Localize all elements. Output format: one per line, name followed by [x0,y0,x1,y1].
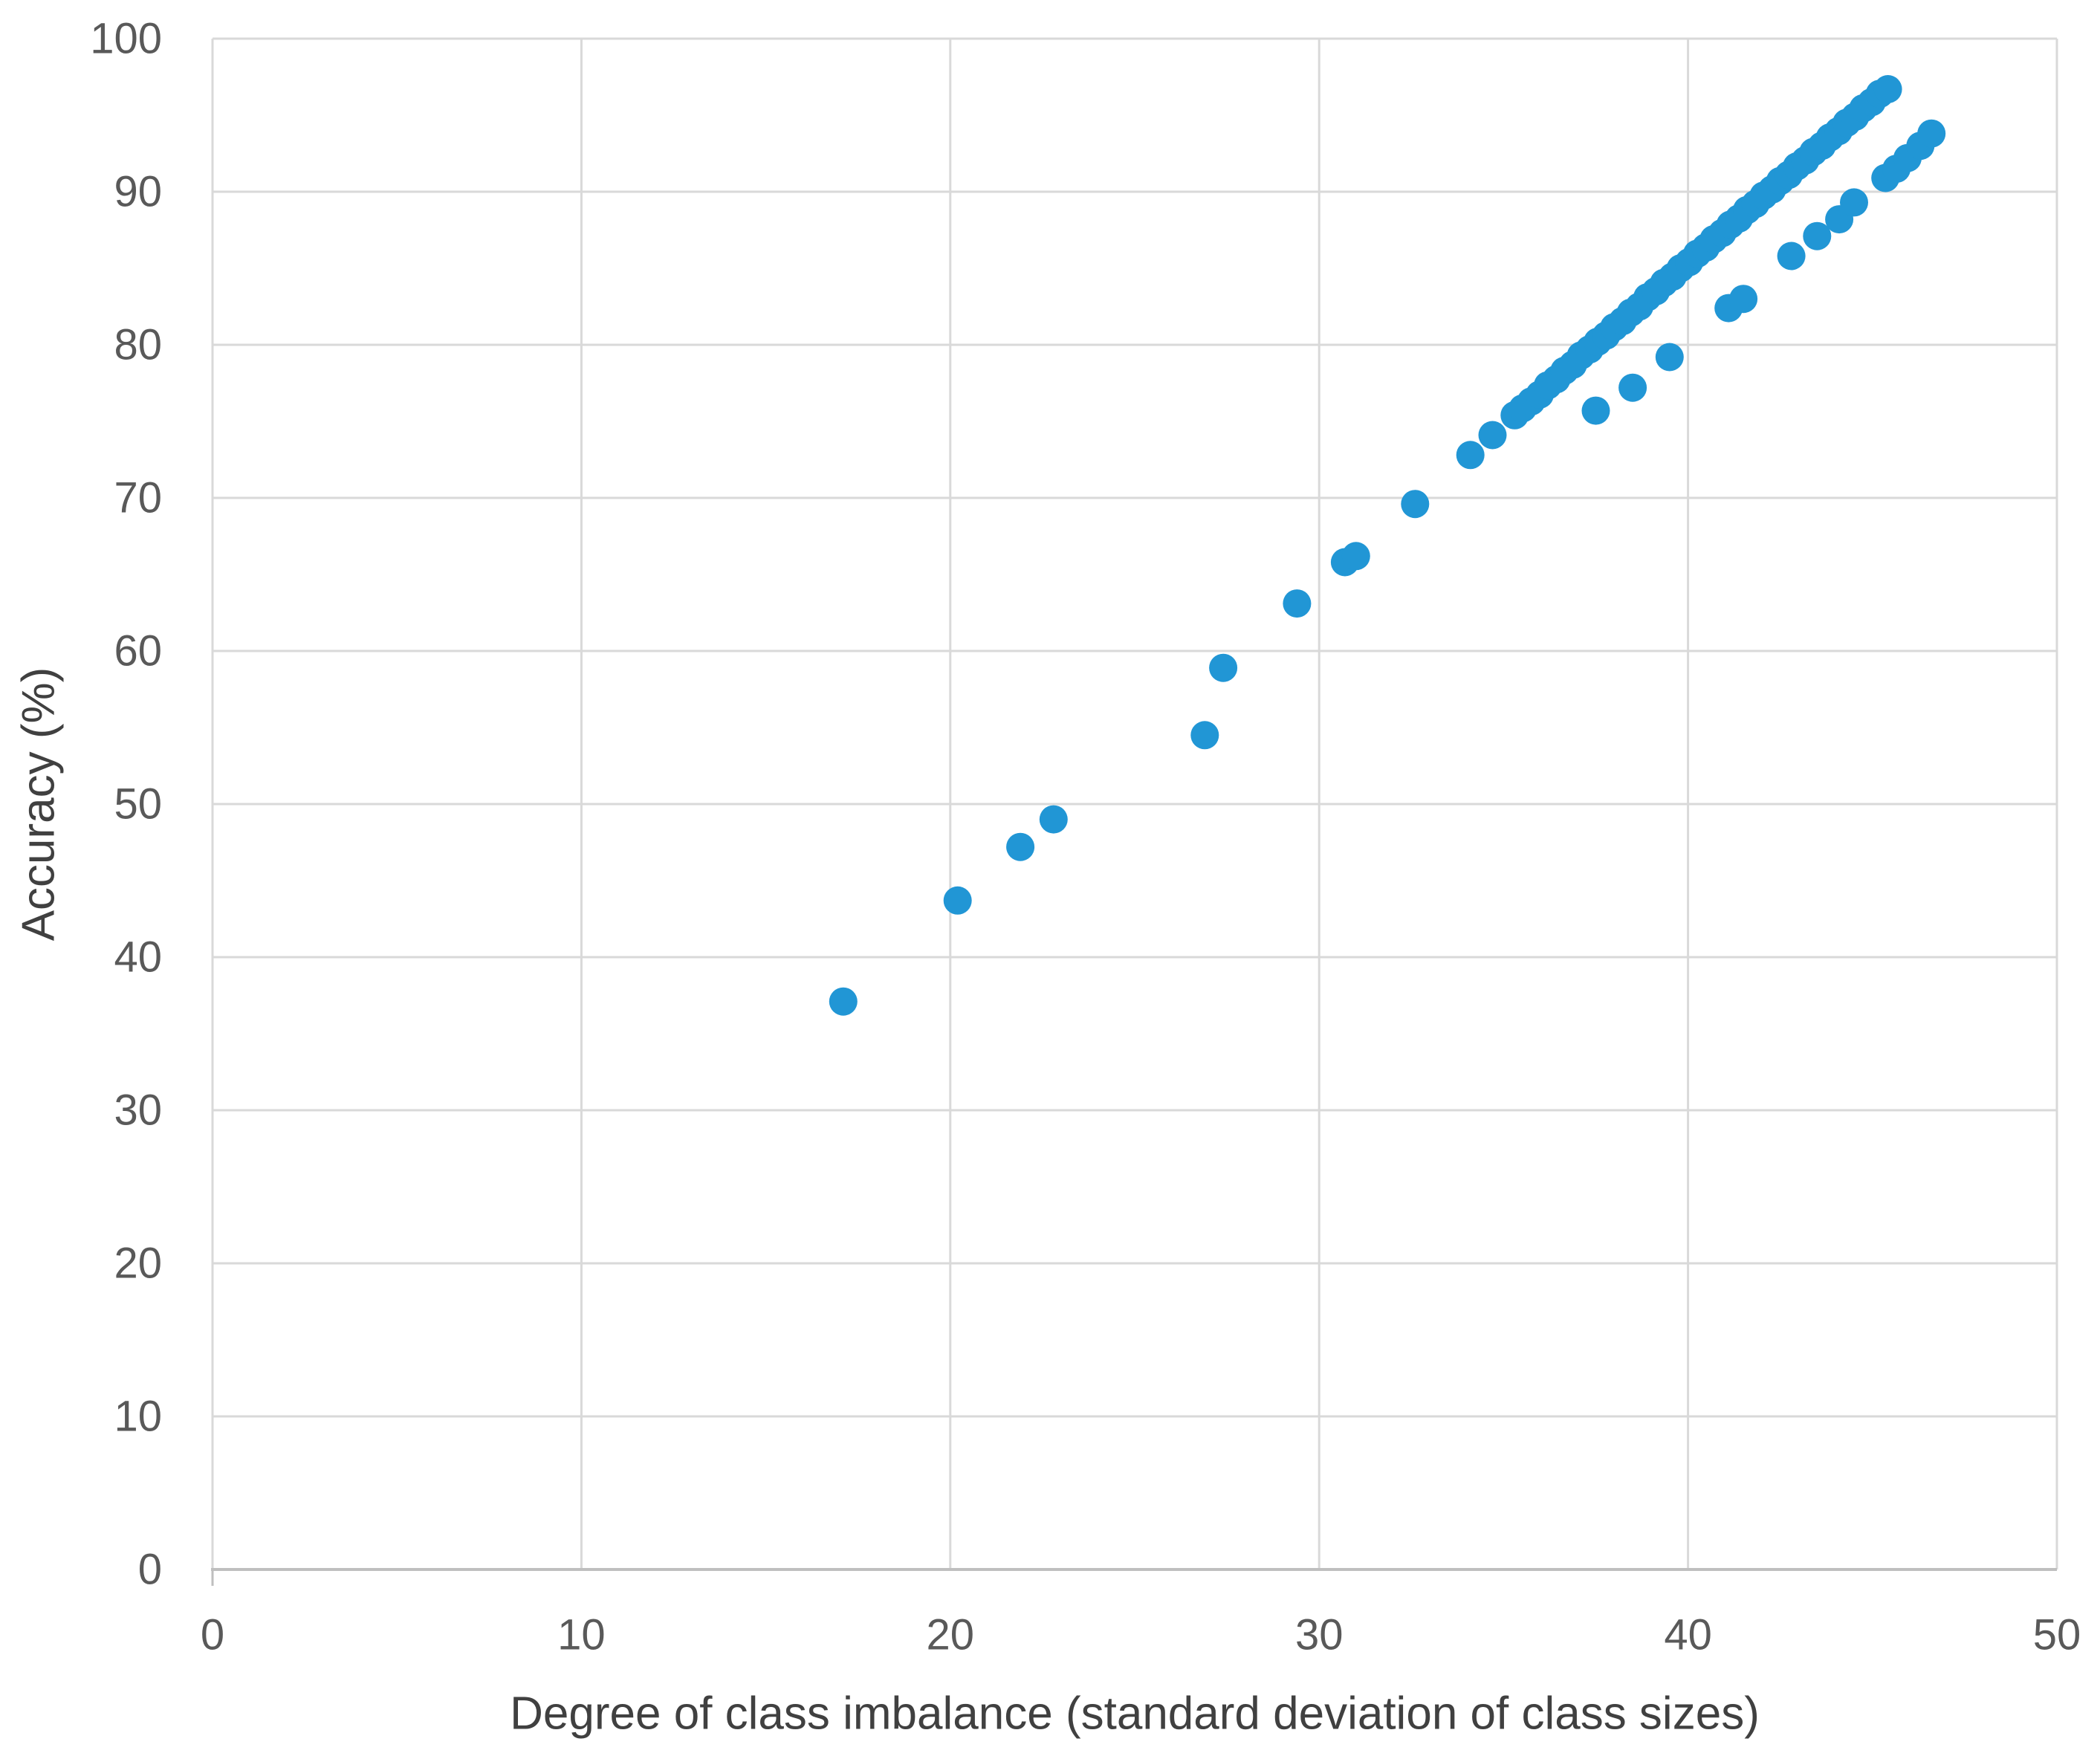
data-point [1478,421,1507,450]
data-point [1006,832,1035,861]
x-tick-label: 40 [1664,1611,1712,1659]
data-point [1655,343,1684,372]
y-tick-label: 50 [114,780,162,829]
data-point [1729,285,1758,314]
y-tick-label: 20 [114,1240,162,1288]
y-axis-title: Accuracy (%) [13,667,65,942]
data-point [1190,721,1219,750]
data-point [943,886,972,915]
data-point [1209,653,1238,682]
data-point [829,987,858,1016]
y-tick-label: 70 [114,474,162,522]
y-tick-label: 80 [114,321,162,369]
y-tick-label: 60 [114,627,162,675]
data-point [1803,221,1832,250]
x-tick-label: 0 [201,1611,224,1659]
data-point [1456,441,1485,470]
data-point [1777,242,1806,270]
y-tick-label: 90 [114,168,162,216]
x-tick-label: 10 [557,1611,606,1659]
data-point [1039,805,1068,834]
y-tick-label: 40 [114,933,162,982]
x-tick-label: 20 [927,1611,975,1659]
y-tick-label: 30 [114,1086,162,1135]
data-point [1840,188,1868,217]
data-point [1618,373,1647,402]
data-point [1581,396,1610,425]
data-point [1283,589,1312,618]
y-tick-label: 100 [90,15,162,63]
x-tick-label: 50 [2033,1611,2081,1659]
x-axis-title: Degree of class imbalance (standard devi… [510,1688,1760,1740]
y-tick-label: 0 [138,1546,162,1594]
x-tick-label: 30 [1295,1611,1344,1659]
data-point [1873,75,1902,103]
data-point [1401,490,1430,519]
data-point [1917,119,1946,148]
y-tick-label: 10 [114,1393,162,1441]
data-point [1341,542,1370,571]
